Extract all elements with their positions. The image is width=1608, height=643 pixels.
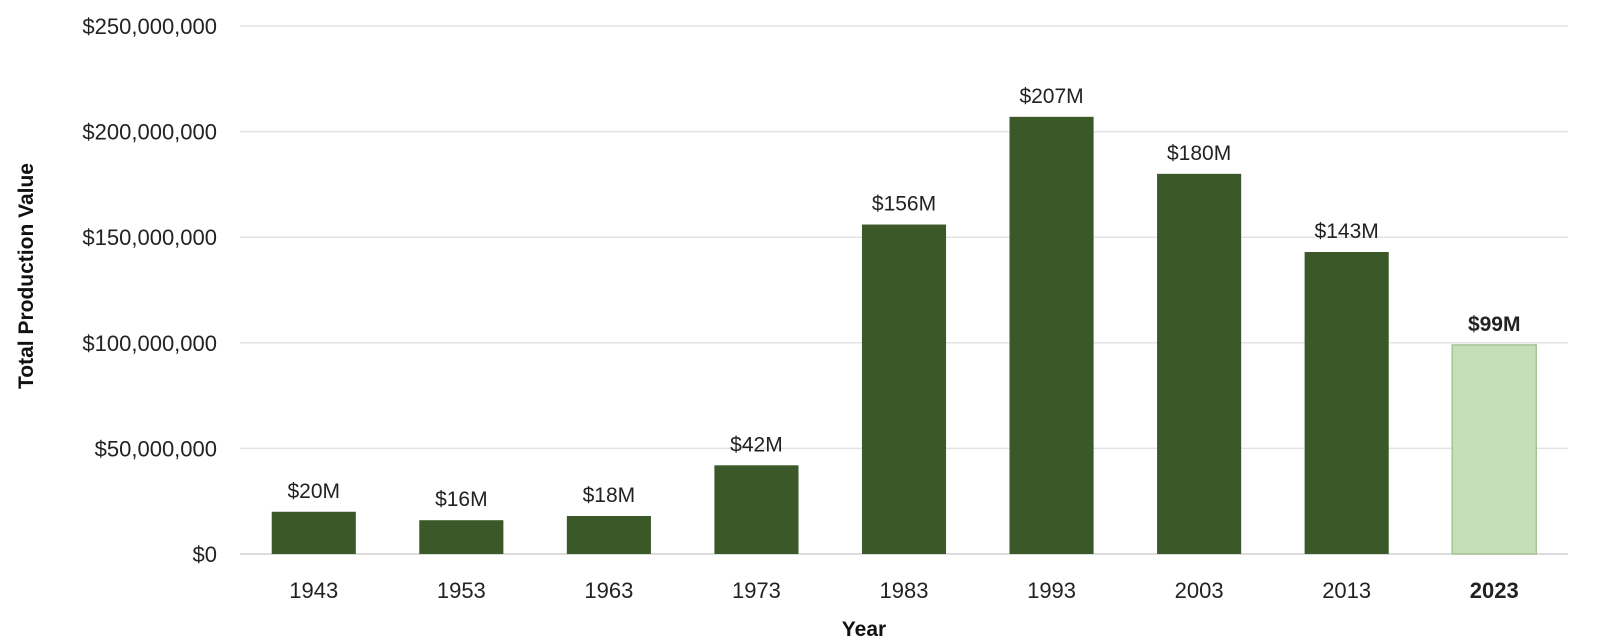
y-axis-tick-labels: $0 $50,000,000 $100,000,000 $150,000,000 $20… xyxy=(82,14,217,567)
data-label-2023: $99M xyxy=(1468,313,1521,336)
x-tick-label-2013: 2013 xyxy=(1322,578,1371,603)
y-tick-label: $0 xyxy=(193,542,217,567)
data-label-2013: $143M xyxy=(1315,220,1379,243)
x-tick-label-1993: 1993 xyxy=(1027,578,1076,603)
bar-2023 xyxy=(1451,344,1537,555)
x-tick-label-2003: 2003 xyxy=(1175,578,1224,603)
y-axis-title: Total Production Value xyxy=(15,163,38,389)
y-tick-label: $200,000,000 xyxy=(82,120,217,145)
bar-2003 xyxy=(1157,173,1242,554)
data-label-1993: $207M xyxy=(1019,85,1083,108)
bar-1983 xyxy=(861,224,947,554)
bar-1953 xyxy=(419,520,504,554)
data-label-1953: $16M xyxy=(435,488,488,511)
y-tick-label: $250,000,000 xyxy=(82,14,217,39)
x-tick-label-1943: 1943 xyxy=(289,578,338,603)
y-tick-label: $100,000,000 xyxy=(82,331,217,356)
data-label-1943: $20M xyxy=(288,480,341,503)
bars xyxy=(271,116,1537,555)
x-tick-label-2023: 2023 xyxy=(1470,578,1519,603)
bar-2013 xyxy=(1304,251,1389,554)
data-label-2003: $180M xyxy=(1167,142,1231,165)
y-tick-label: $150,000,000 xyxy=(82,225,217,250)
y-tick-label: $50,000,000 xyxy=(95,436,217,461)
bar-1973 xyxy=(714,465,799,554)
bar-1963 xyxy=(566,515,651,554)
x-tick-label-1963: 1963 xyxy=(584,578,633,603)
x-tick-label-1973: 1973 xyxy=(732,578,781,603)
data-label-1963: $18M xyxy=(583,484,636,507)
data-labels: $20M $16M $18M $42M $156M $207M $180M $143M $99M xyxy=(288,85,1521,511)
x-axis-title: Year xyxy=(842,618,886,641)
x-tick-label-1983: 1983 xyxy=(880,578,929,603)
data-label-1983: $156M xyxy=(872,193,936,216)
bar-1943 xyxy=(271,511,356,554)
x-tick-label-1953: 1953 xyxy=(437,578,486,603)
bar-1993 xyxy=(1009,116,1094,554)
data-label-1973: $42M xyxy=(730,433,783,456)
x-axis-tick-labels: 1943 1953 1963 1973 1983 1993 2003 2013 2023 xyxy=(289,578,1518,603)
